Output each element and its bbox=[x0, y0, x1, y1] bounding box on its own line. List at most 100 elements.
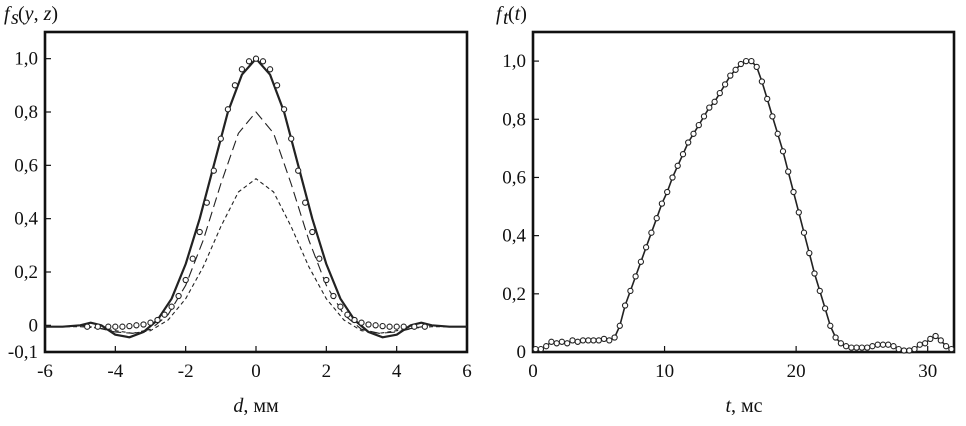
data-point bbox=[616, 322, 623, 329]
y-tick-label: 0 bbox=[29, 315, 39, 336]
x-tick-label: 20 bbox=[787, 361, 806, 382]
data-point bbox=[690, 130, 697, 137]
data-point bbox=[126, 322, 133, 330]
svg-text:s: s bbox=[11, 7, 19, 29]
data-point bbox=[295, 167, 302, 174]
data-point bbox=[927, 335, 934, 343]
data-point bbox=[140, 321, 147, 328]
data-point bbox=[309, 228, 316, 236]
data-point bbox=[365, 321, 372, 328]
data-point bbox=[853, 344, 860, 351]
data-point bbox=[411, 323, 418, 330]
data-point bbox=[543, 343, 550, 350]
y-tick-label: 0,2 bbox=[14, 262, 38, 283]
data-point bbox=[393, 323, 400, 330]
data-point bbox=[147, 319, 154, 326]
data-point bbox=[795, 209, 802, 216]
data-point bbox=[664, 188, 671, 196]
data-point bbox=[669, 174, 676, 181]
data-point bbox=[785, 168, 792, 175]
data-point bbox=[900, 347, 908, 354]
data-point bbox=[627, 287, 634, 295]
data-point bbox=[779, 148, 787, 155]
data-point bbox=[280, 106, 288, 113]
data-point bbox=[358, 319, 365, 326]
data-point bbox=[742, 57, 750, 65]
x-tick-label: 2 bbox=[322, 361, 332, 382]
data-point bbox=[606, 337, 613, 344]
data-point bbox=[769, 113, 776, 120]
y-tick-label: 0,6 bbox=[502, 167, 526, 188]
left-series bbox=[45, 55, 467, 339]
data-point bbox=[585, 337, 592, 344]
data-point bbox=[806, 249, 813, 257]
data-point bbox=[558, 338, 566, 345]
data-point bbox=[574, 338, 581, 345]
data-point bbox=[842, 343, 850, 350]
x-tick-label: 0 bbox=[528, 361, 538, 382]
data-point bbox=[323, 276, 330, 284]
y-tick-label: -0,1 bbox=[8, 342, 38, 363]
data-point bbox=[674, 162, 681, 169]
data-point bbox=[231, 82, 239, 89]
x-tick-label: 6 bbox=[462, 361, 472, 382]
data-point bbox=[105, 323, 112, 330]
data-point bbox=[133, 322, 140, 329]
data-point bbox=[737, 60, 745, 68]
series-line-solid bbox=[535, 60, 952, 352]
data-point bbox=[800, 229, 808, 236]
data-point bbox=[400, 323, 407, 330]
data-point bbox=[595, 337, 602, 344]
right-y-axis-label: f t (t) bbox=[496, 3, 527, 29]
data-point bbox=[648, 229, 655, 236]
data-point bbox=[637, 258, 645, 265]
y-tick-label: 0,4 bbox=[14, 209, 38, 230]
x-tick-label: -2 bbox=[178, 361, 194, 382]
left-x-axis-label: d, мм bbox=[233, 395, 279, 417]
data-point bbox=[948, 345, 955, 353]
data-point bbox=[579, 337, 587, 344]
series-line-solid bbox=[45, 57, 467, 339]
data-point bbox=[210, 167, 217, 174]
x-tick-label: 30 bbox=[918, 361, 937, 382]
y-tick-label: 0,2 bbox=[502, 284, 526, 305]
data-point bbox=[421, 323, 428, 330]
right-plot-frame bbox=[531, 30, 956, 354]
y-tick-label: 1,0 bbox=[14, 49, 38, 70]
data-point bbox=[537, 345, 545, 353]
series-line-long-dash bbox=[52, 111, 460, 334]
svg-text:(y, z): (y, z) bbox=[18, 3, 58, 25]
data-point bbox=[569, 337, 576, 344]
data-point bbox=[832, 334, 839, 341]
data-point bbox=[302, 199, 309, 206]
data-point bbox=[238, 66, 246, 73]
y-tick-label: 0,8 bbox=[502, 109, 526, 130]
right-ticks: 0 10 20 30 0 0,2 0,4 0,6 0,8 1,0 bbox=[502, 51, 937, 382]
data-point bbox=[642, 244, 650, 251]
data-point bbox=[203, 199, 210, 206]
data-point bbox=[895, 345, 902, 353]
data-point bbox=[632, 273, 639, 280]
data-point bbox=[700, 113, 708, 120]
data-point bbox=[885, 341, 892, 348]
data-point bbox=[112, 323, 119, 330]
data-point bbox=[119, 323, 126, 330]
data-point bbox=[330, 292, 337, 300]
data-point bbox=[611, 334, 618, 341]
y-tick-label: 1,0 bbox=[502, 51, 526, 72]
y-tick-label: 0,4 bbox=[502, 226, 526, 247]
data-point bbox=[890, 343, 897, 350]
data-point bbox=[811, 270, 818, 277]
data-point bbox=[379, 322, 386, 330]
data-point bbox=[679, 151, 687, 158]
svg-text:t: t bbox=[503, 7, 509, 29]
x-tick-label: -6 bbox=[37, 361, 53, 382]
x-tick-label: -4 bbox=[107, 361, 123, 382]
data-point bbox=[196, 228, 203, 236]
data-point bbox=[848, 344, 855, 351]
data-point bbox=[916, 341, 923, 348]
data-point bbox=[685, 139, 692, 146]
data-point bbox=[154, 316, 161, 324]
data-point bbox=[553, 340, 560, 347]
